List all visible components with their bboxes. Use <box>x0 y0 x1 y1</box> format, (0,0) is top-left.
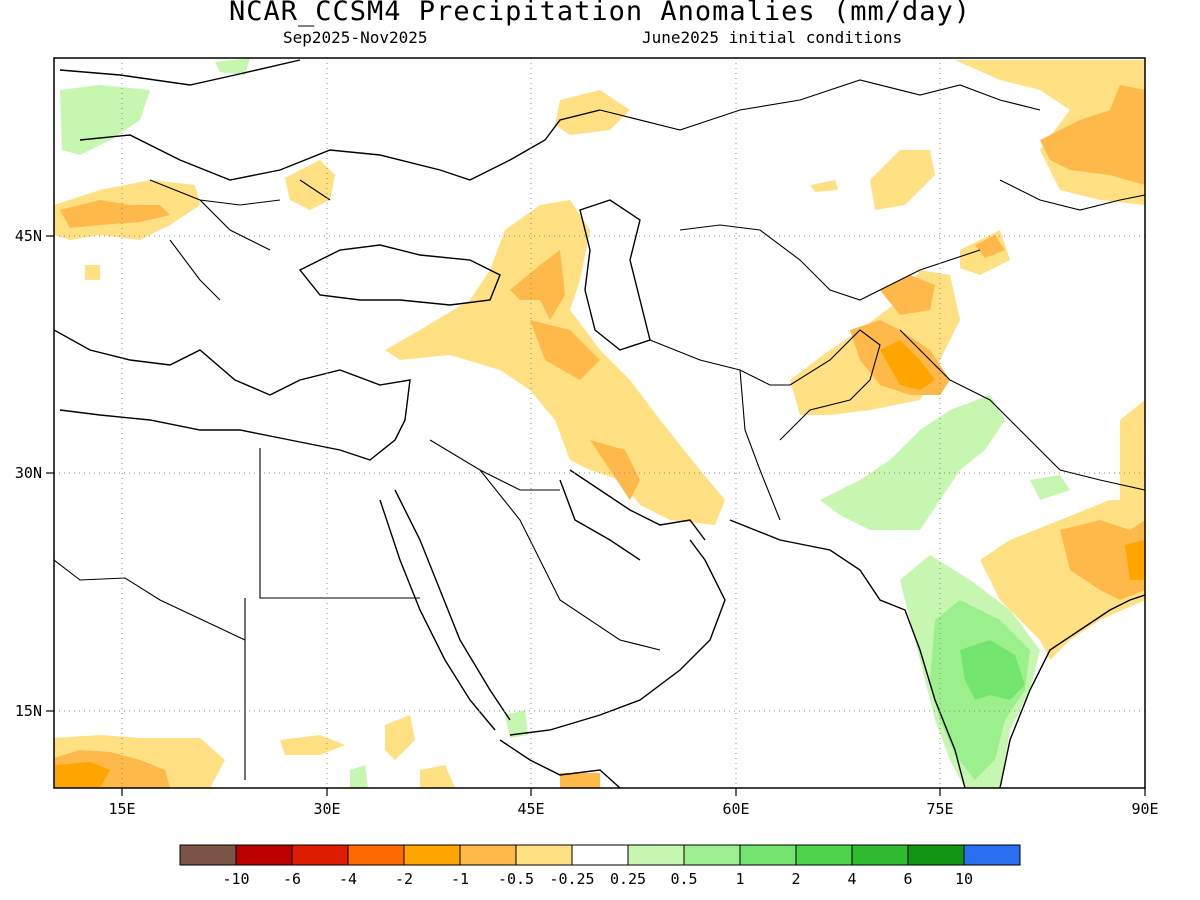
colorbar-swatch <box>403 844 461 866</box>
plot-frame <box>53 57 1146 789</box>
coast-red-sea <box>379 489 511 731</box>
anomaly-arabia-south <box>560 773 600 788</box>
anomaly-ethiopia <box>385 715 415 760</box>
anomaly-sudan <box>280 735 345 755</box>
anomaly-pamir <box>880 275 935 315</box>
anomaly-mongolia-core <box>1040 85 1145 185</box>
axis-ticks <box>46 235 1146 796</box>
coastlines <box>54 59 1145 788</box>
border-turkmen <box>649 339 790 386</box>
border-mongolia <box>999 179 1145 211</box>
colorbar-label: 2 <box>791 870 800 888</box>
colorbar-swatch <box>627 844 685 866</box>
forecast-period: Sep2025-Nov2025 <box>283 28 428 47</box>
coast-mediterranean <box>54 329 411 461</box>
anomaly-central-asia <box>870 150 935 210</box>
anomaly-india-south-core <box>960 640 1025 700</box>
lon-label-45e: 45E <box>517 800 544 818</box>
anomaly-nepal <box>1030 475 1070 500</box>
colorbar-swatch <box>739 844 797 866</box>
coast-india <box>729 519 1145 788</box>
lat-label-30n: 30N <box>15 464 42 482</box>
lon-label-75e: 75E <box>926 800 953 818</box>
border-china-india <box>899 329 1145 491</box>
border-iran-east <box>739 369 781 521</box>
colorbar-label: 0.5 <box>670 870 697 888</box>
border-afghan <box>779 329 881 441</box>
colorbar-swatch <box>515 844 573 866</box>
coast-black-sea <box>298 244 501 306</box>
lon-label-90e: 90E <box>1131 800 1158 818</box>
colorbar-label: -1 <box>451 870 469 888</box>
anomaly-iran-south <box>590 440 640 500</box>
colorbar-label: -0.5 <box>498 870 534 888</box>
anomaly-horn <box>350 765 368 788</box>
colorbar-label: 4 <box>847 870 856 888</box>
lon-label-60e: 60E <box>722 800 749 818</box>
colorbar-label: -4 <box>339 870 357 888</box>
anomaly-caucasus-core <box>510 250 565 320</box>
colorbar-swatch <box>963 844 1021 866</box>
anomaly-europe-north <box>60 85 150 155</box>
colorbar-label: -6 <box>283 870 301 888</box>
anomaly-shading <box>54 58 1145 788</box>
lon-label-30e: 30E <box>313 800 340 818</box>
anomaly-east-tibet <box>1120 400 1145 520</box>
border-russia-south <box>599 79 1041 131</box>
colorbar-swatch <box>683 844 741 866</box>
lat-label-15n: 15N <box>15 702 42 720</box>
colorbar-label: -2 <box>395 870 413 888</box>
anomaly-zagros <box>530 320 600 380</box>
colorbar-swatch <box>571 844 629 866</box>
colorbar-swatch <box>179 844 237 866</box>
border-egypt-libya <box>259 448 420 599</box>
initial-conditions: June2025 initial conditions <box>642 28 903 47</box>
anomaly-tianshan-core <box>975 235 1005 258</box>
colorbar-label: 10 <box>955 870 973 888</box>
anomaly-bay-deep <box>1125 540 1145 580</box>
coast-arabia <box>509 539 726 736</box>
anomaly-italy <box>85 265 100 280</box>
colorbar-swatch <box>347 844 405 866</box>
coast-europe <box>59 59 601 181</box>
anomaly-red-sea <box>505 710 528 738</box>
country-borders <box>54 79 1145 780</box>
coast-persian-gulf <box>559 469 706 561</box>
anomaly-scandinavia <box>215 58 250 75</box>
coast-africa-horn <box>499 739 621 788</box>
border-saudi <box>429 439 661 651</box>
border-europe <box>149 179 331 301</box>
map-title: NCAR_CCSM4 Precipitation Anomalies (mm/d… <box>229 0 971 27</box>
colorbar-label: 0.25 <box>610 870 646 888</box>
lat-label-45n: 45N <box>15 227 42 245</box>
colorbar-swatch <box>851 844 909 866</box>
colorbar-swatch <box>291 844 349 866</box>
lon-label-15e: 15E <box>108 800 135 818</box>
anomaly-alps <box>60 200 170 228</box>
anomaly-africa-deep <box>54 762 110 788</box>
colorbar-label: -0.25 <box>549 870 594 888</box>
grid <box>54 58 1145 788</box>
colorbar-swatch <box>907 844 965 866</box>
anomaly-balkans <box>285 160 335 210</box>
colorbar-label: 1 <box>735 870 744 888</box>
colorbar-label: -10 <box>222 870 249 888</box>
colorbar-swatch <box>235 844 293 866</box>
anomaly-hindu-kush-deep <box>880 340 935 390</box>
colorbar-label: 6 <box>903 870 912 888</box>
coast-caspian <box>579 199 651 351</box>
anomaly-somalia <box>420 765 455 788</box>
anomaly-pakistan <box>820 395 1005 530</box>
border-africa-west <box>54 559 246 641</box>
colorbar-swatch <box>795 844 853 866</box>
anomaly-bengal-core <box>1060 520 1145 600</box>
colorbar-swatch <box>459 844 517 866</box>
colorbar: -10 -6 -4 -2 -1 -0.5 -0.25 0.25 0.5 1 2 4 6 10 <box>179 844 1021 888</box>
border-kazakh <box>679 224 981 301</box>
anomaly-small <box>810 180 838 192</box>
